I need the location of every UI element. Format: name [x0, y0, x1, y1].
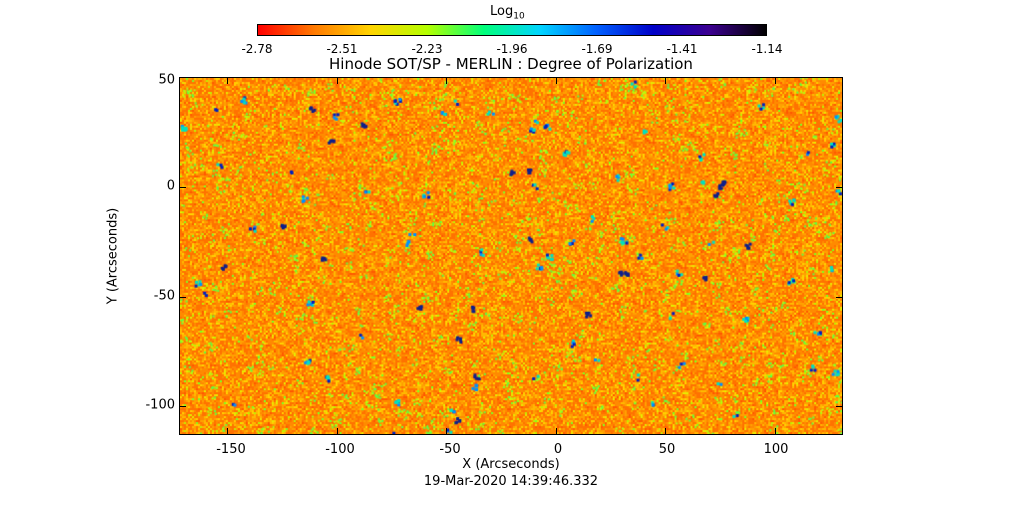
colorbar-tick-label: -1.96: [496, 42, 528, 56]
polarization-map: [179, 77, 843, 435]
plot-title: Hinode SOT/SP - MERLIN : Degree of Polar…: [329, 55, 693, 73]
axis-tick: [665, 428, 667, 435]
colorbar-tick-label: -1.14: [751, 42, 783, 56]
y-axis-label: Y (Arcseconds): [105, 207, 121, 305]
axis-tick: [227, 428, 229, 435]
colorbar-tick-label: -2.78: [241, 42, 273, 56]
x-tick-label: 0: [553, 442, 563, 457]
colorbar-tick-label: -1.69: [581, 42, 613, 56]
colorbar-tick-label: -2.51: [326, 42, 358, 56]
axis-tick: [446, 428, 448, 435]
y-tick-label: 0: [166, 178, 175, 194]
y-tick-label: 50: [158, 72, 175, 88]
x-axis-label: X (Arcseconds): [462, 457, 560, 472]
colorbar-tick-label: -1.41: [666, 42, 698, 56]
axis-tick: [336, 428, 338, 435]
axis-tick: [555, 77, 557, 84]
axis-tick: [775, 77, 777, 84]
axis-tick: [555, 428, 557, 435]
polarization-image: [180, 78, 842, 434]
axis-tick: [179, 296, 186, 298]
x-tick-label: 100: [763, 442, 789, 457]
colorbar-tick-label: -2.23: [411, 42, 443, 56]
x-tick-label: -150: [216, 442, 246, 457]
axis-tick: [446, 77, 448, 84]
y-tick-label: -50: [153, 288, 175, 304]
timestamp: 19-Mar-2020 14:39:46.332: [423, 474, 599, 489]
axis-tick: [665, 77, 667, 84]
axis-tick: [179, 186, 186, 188]
axis-tick: [836, 406, 843, 408]
axis-tick: [836, 296, 843, 298]
axis-tick: [836, 186, 843, 188]
axis-tick: [336, 77, 338, 84]
y-tick-label: -100: [145, 397, 175, 413]
axis-tick: [775, 428, 777, 435]
axis-tick: [227, 77, 229, 84]
axis-tick: [836, 77, 843, 78]
x-tick-label: -100: [325, 442, 355, 457]
colorbar: [257, 24, 767, 36]
x-tick-label: 50: [658, 442, 676, 457]
axis-tick: [179, 406, 186, 408]
x-tick-label: -50: [439, 442, 461, 457]
colorbar-title: Log10: [490, 4, 525, 22]
axis-tick: [179, 77, 186, 78]
